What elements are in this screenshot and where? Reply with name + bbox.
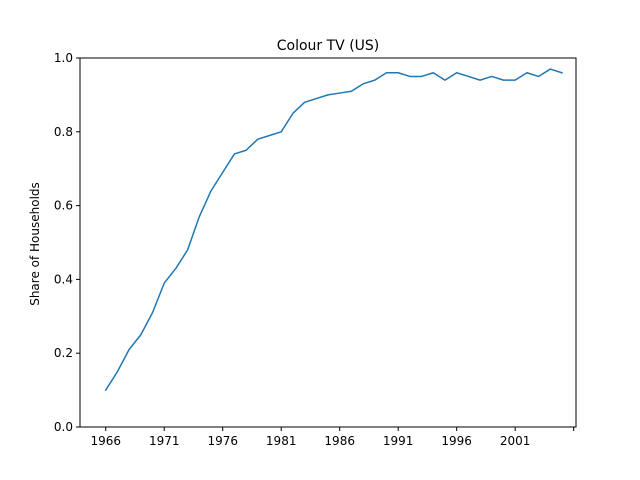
y-tick-label: 0.8 <box>54 125 73 139</box>
x-tick-label: 2001 <box>500 434 531 448</box>
y-tick-label: 1.0 <box>54 51 73 65</box>
x-tick-label: 1996 <box>441 434 472 448</box>
y-tick-label: 0.0 <box>54 420 73 434</box>
series-line <box>104 68 563 392</box>
x-tick-label: 1976 <box>207 434 238 448</box>
x-tick-label: 1966 <box>90 434 121 448</box>
y-tick-label: 0.4 <box>54 272 73 286</box>
y-axis-label: Share of Households <box>28 182 42 306</box>
x-tick-label: 1991 <box>383 434 414 448</box>
x-tick-label: 1986 <box>324 434 355 448</box>
x-tick-label: 1981 <box>266 434 297 448</box>
y-tick-label: 0.6 <box>54 199 73 213</box>
axis-ticks: 1966 1971 1976 1981 1986 1991 1996 2001 0.0 0.2 0.… <box>54 51 575 448</box>
chart-title: Colour TV (US) <box>277 38 380 54</box>
x-tick-label: 1971 <box>149 434 180 448</box>
series-layer <box>104 68 563 392</box>
y-tick-label: 0.2 <box>54 346 73 360</box>
plot-frame <box>79 57 577 428</box>
